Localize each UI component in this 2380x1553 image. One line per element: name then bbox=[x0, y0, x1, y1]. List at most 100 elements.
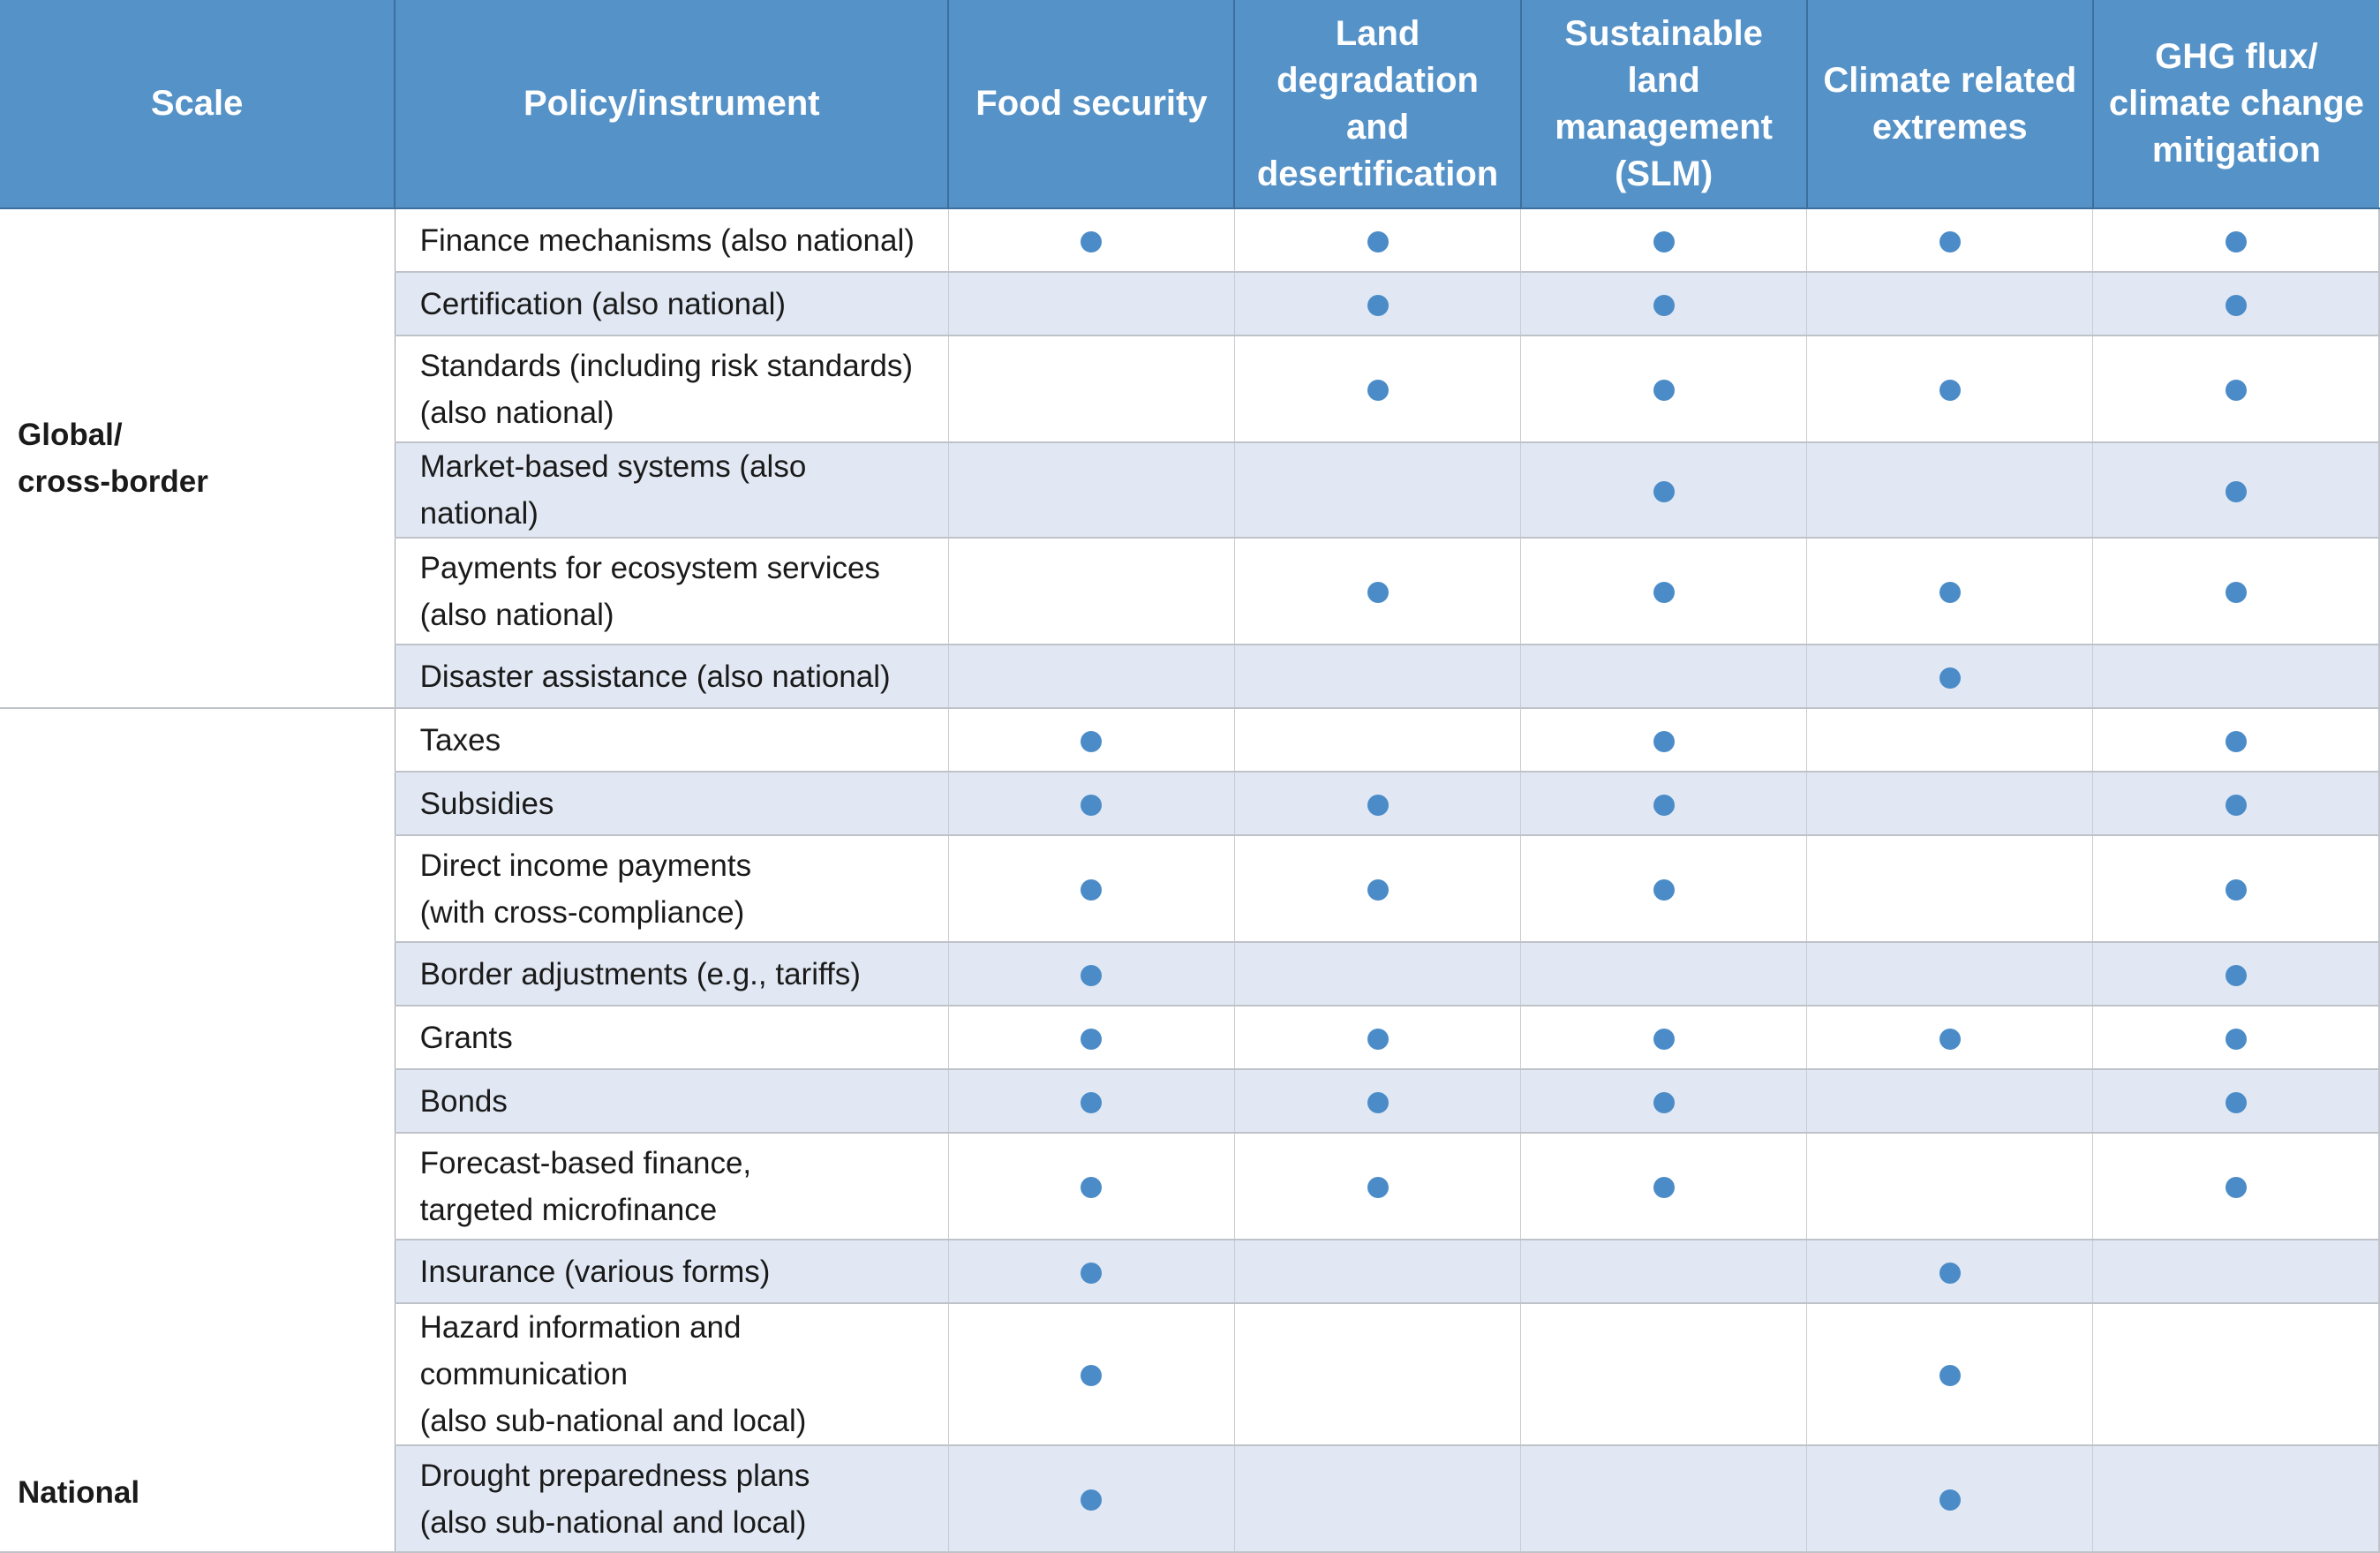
table-row: Global/ cross-border Finance mechanisms (… bbox=[0, 208, 2380, 709]
mark-cell-land-degradation bbox=[1234, 942, 1522, 1006]
policy-cell: Disaster assistance (also national) bbox=[395, 645, 949, 709]
bullet-dot-icon bbox=[1653, 730, 1675, 752]
mark-cell-food-security bbox=[948, 942, 1235, 1006]
bullet-dot-icon bbox=[1081, 730, 1103, 752]
mark-cell-sustainable-land-management bbox=[1520, 1240, 1808, 1304]
policy-cell: Taxes bbox=[395, 708, 949, 773]
policy-label: Bonds bbox=[419, 1083, 508, 1119]
mark-cell-food-security bbox=[948, 335, 1235, 443]
mark-cell-climate-extremes bbox=[1806, 645, 2094, 709]
bullet-dot-icon bbox=[1081, 964, 1103, 986]
header-food-security: Food security bbox=[948, 0, 1236, 209]
bullet-dot-icon bbox=[2225, 1091, 2247, 1113]
mark-cell-land-degradation bbox=[1234, 835, 1522, 943]
bullet-dot-icon bbox=[2225, 730, 2247, 752]
mark-cell-climate-extremes bbox=[1806, 1006, 2094, 1070]
mark-cell-ghg-flux bbox=[2092, 1240, 2380, 1304]
mark-cell-food-security bbox=[948, 442, 1235, 539]
bullet-dot-icon bbox=[1653, 582, 1675, 604]
bullet-dot-icon bbox=[1653, 794, 1675, 816]
bullet-dot-icon bbox=[1939, 667, 1961, 689]
mark-cell-climate-extremes bbox=[1806, 1133, 2094, 1240]
mark-cell-ghg-flux bbox=[2092, 772, 2380, 836]
table-row: Insurance (various forms) bbox=[0, 1240, 2380, 1304]
header-sustainable-land-management: Sustainable land management (SLM) bbox=[1520, 0, 1808, 209]
policy-cell: Hazard information and communication (al… bbox=[395, 1303, 949, 1446]
scale-label: Global/ cross-border bbox=[18, 418, 208, 499]
table-row: Disaster assistance (also national) bbox=[0, 645, 2380, 709]
mark-cell-food-security bbox=[948, 835, 1235, 943]
mark-cell-climate-extremes bbox=[1806, 942, 2094, 1006]
mark-cell-climate-extremes bbox=[1806, 708, 2094, 773]
table-row: Forecast-based finance, targeted microfi… bbox=[0, 1133, 2380, 1240]
policy-label: Finance mechanisms (also national) bbox=[419, 222, 915, 258]
table-row: Certification (also national) bbox=[0, 272, 2380, 336]
bullet-dot-icon bbox=[1367, 582, 1389, 604]
header-climate-extremes: Climate related extremes bbox=[1806, 0, 2094, 209]
policy-label: Subsidies bbox=[419, 786, 554, 821]
policy-cell: Grants bbox=[395, 1006, 949, 1070]
bullet-dot-icon bbox=[2225, 380, 2247, 402]
mark-cell-ghg-flux bbox=[2092, 942, 2380, 1006]
bullet-dot-icon bbox=[1939, 1028, 1961, 1050]
bullet-dot-icon bbox=[1653, 1028, 1675, 1050]
policy-cell: Standards (including risk standards) (al… bbox=[395, 335, 949, 443]
mark-cell-land-degradation bbox=[1234, 645, 1522, 709]
mark-cell-land-degradation bbox=[1234, 1133, 1522, 1240]
table-row: Direct income payments (with cross-compl… bbox=[0, 835, 2380, 943]
mark-cell-climate-extremes bbox=[1806, 538, 2094, 645]
bullet-dot-icon bbox=[1939, 230, 1961, 253]
policy-cell: Insurance (various forms) bbox=[395, 1240, 949, 1304]
mark-cell-land-degradation bbox=[1234, 335, 1522, 443]
mark-cell-ghg-flux bbox=[2092, 1133, 2380, 1240]
mark-cell-sustainable-land-management bbox=[1520, 772, 1808, 836]
mark-cell-ghg-flux bbox=[2092, 645, 2380, 709]
bullet-dot-icon bbox=[1367, 879, 1389, 901]
mark-cell-climate-extremes bbox=[1806, 335, 2094, 443]
scale-national: National bbox=[0, 708, 395, 1553]
bullet-dot-icon bbox=[2225, 879, 2247, 901]
policy-label: Drought preparedness plans (also sub-nat… bbox=[419, 1458, 810, 1540]
header-row: Scale Policy/instrument Food security La… bbox=[0, 0, 2379, 209]
table-row: Standards (including risk standards) (al… bbox=[0, 335, 2380, 443]
bullet-dot-icon bbox=[1081, 1091, 1103, 1113]
bullet-dot-icon bbox=[1367, 1177, 1389, 1199]
mark-cell-land-degradation bbox=[1234, 772, 1522, 836]
bullet-dot-icon bbox=[1081, 794, 1103, 816]
bullet-dot-icon bbox=[1653, 294, 1675, 316]
mark-cell-climate-extremes bbox=[1806, 442, 2094, 539]
header-policy: Policy/instrument bbox=[395, 0, 950, 209]
bullet-dot-icon bbox=[1081, 230, 1103, 253]
mark-cell-land-degradation bbox=[1234, 442, 1522, 539]
mark-cell-sustainable-land-management bbox=[1520, 645, 1808, 709]
mark-cell-sustainable-land-management bbox=[1520, 538, 1808, 645]
policy-cell: Payments for ecosystem services (also na… bbox=[395, 538, 949, 645]
mark-cell-land-degradation bbox=[1234, 1069, 1522, 1134]
mark-cell-climate-extremes bbox=[1806, 835, 2094, 943]
mark-cell-ghg-flux bbox=[2092, 208, 2380, 273]
bullet-dot-icon bbox=[1653, 480, 1675, 502]
mark-cell-sustainable-land-management bbox=[1520, 708, 1808, 773]
mark-cell-sustainable-land-management bbox=[1520, 942, 1808, 1006]
mark-cell-climate-extremes bbox=[1806, 208, 2094, 273]
mark-cell-sustainable-land-management bbox=[1520, 1069, 1808, 1134]
policy-cell: Forecast-based finance, targeted microfi… bbox=[395, 1133, 949, 1240]
bullet-dot-icon bbox=[2225, 1028, 2247, 1050]
bullet-dot-icon bbox=[1367, 230, 1389, 253]
mark-cell-land-degradation bbox=[1234, 708, 1522, 773]
bullet-dot-icon bbox=[2225, 1177, 2247, 1199]
mark-cell-sustainable-land-management bbox=[1520, 1303, 1808, 1446]
table-row: Payments for ecosystem services (also na… bbox=[0, 538, 2380, 645]
bullet-dot-icon bbox=[2225, 294, 2247, 316]
policy-cell: Certification (also national) bbox=[395, 272, 949, 336]
bullet-dot-icon bbox=[1653, 380, 1675, 402]
bullet-dot-icon bbox=[1367, 294, 1389, 316]
policy-label: Disaster assistance (also national) bbox=[419, 659, 891, 694]
mark-cell-climate-extremes bbox=[1806, 772, 2094, 836]
table-row: Hazard information and communication (al… bbox=[0, 1303, 2380, 1446]
policy-label: Hazard information and communication (al… bbox=[419, 1310, 807, 1438]
mark-cell-ghg-flux bbox=[2092, 335, 2380, 443]
mark-cell-land-degradation bbox=[1234, 272, 1522, 336]
mark-cell-food-security bbox=[948, 1006, 1235, 1070]
